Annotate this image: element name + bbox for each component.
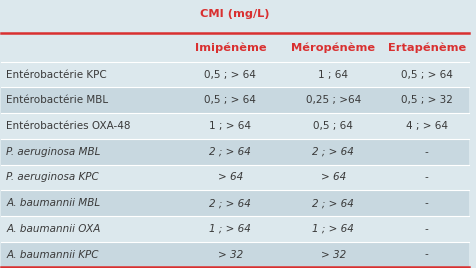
Text: 1 ; > 64: 1 ; > 64 [209, 121, 251, 131]
Text: CMI (mg/L): CMI (mg/L) [200, 9, 270, 19]
Text: > 32: > 32 [320, 250, 346, 259]
Text: Imipénème: Imipénème [195, 42, 266, 53]
Text: 1 ; 64: 1 ; 64 [318, 70, 348, 80]
Text: 0,5 ; 64: 0,5 ; 64 [313, 121, 353, 131]
Text: > 64: > 64 [320, 172, 346, 183]
Text: > 32: > 32 [218, 250, 243, 259]
Text: > 64: > 64 [218, 172, 243, 183]
Text: Ertapénème: Ertapénème [387, 42, 466, 53]
FancyBboxPatch shape [1, 242, 469, 267]
FancyBboxPatch shape [1, 216, 469, 242]
Text: A. baumannii MBL: A. baumannii MBL [6, 198, 100, 208]
FancyBboxPatch shape [1, 62, 469, 87]
Text: 2 ; > 64: 2 ; > 64 [312, 147, 354, 157]
Text: 0,5 ; > 32: 0,5 ; > 32 [401, 95, 453, 105]
FancyBboxPatch shape [1, 165, 469, 190]
Text: 4 ; > 64: 4 ; > 64 [406, 121, 447, 131]
Text: -: - [425, 224, 428, 234]
FancyBboxPatch shape [1, 113, 469, 139]
Text: 0,5 ; > 64: 0,5 ; > 64 [401, 70, 453, 80]
Text: 0,5 ; > 64: 0,5 ; > 64 [204, 70, 256, 80]
Text: Entérobactérie KPC: Entérobactérie KPC [6, 70, 107, 80]
FancyBboxPatch shape [1, 33, 469, 62]
Text: -: - [425, 172, 428, 183]
Text: A. baumannii KPC: A. baumannii KPC [6, 250, 99, 259]
Text: A. baumannii OXA: A. baumannii OXA [6, 224, 100, 234]
Text: 1 ; > 64: 1 ; > 64 [209, 224, 251, 234]
Text: 0,5 ; > 64: 0,5 ; > 64 [204, 95, 256, 105]
Text: -: - [425, 250, 428, 259]
Text: -: - [425, 198, 428, 208]
Text: P. aeruginosa KPC: P. aeruginosa KPC [6, 172, 99, 183]
Text: Méropénème: Méropénème [291, 42, 375, 53]
Text: 2 ; > 64: 2 ; > 64 [312, 198, 354, 208]
FancyBboxPatch shape [1, 139, 469, 165]
Text: P. aeruginosa MBL: P. aeruginosa MBL [6, 147, 100, 157]
Text: 0,25 ; >64: 0,25 ; >64 [306, 95, 361, 105]
Text: Entérobactérie MBL: Entérobactérie MBL [6, 95, 108, 105]
Text: 2 ; > 64: 2 ; > 64 [209, 147, 251, 157]
Text: 1 ; > 64: 1 ; > 64 [312, 224, 354, 234]
Text: -: - [425, 147, 428, 157]
FancyBboxPatch shape [1, 190, 469, 216]
Text: Entérobactéries OXA-48: Entérobactéries OXA-48 [6, 121, 130, 131]
Text: 2 ; > 64: 2 ; > 64 [209, 198, 251, 208]
FancyBboxPatch shape [1, 87, 469, 113]
